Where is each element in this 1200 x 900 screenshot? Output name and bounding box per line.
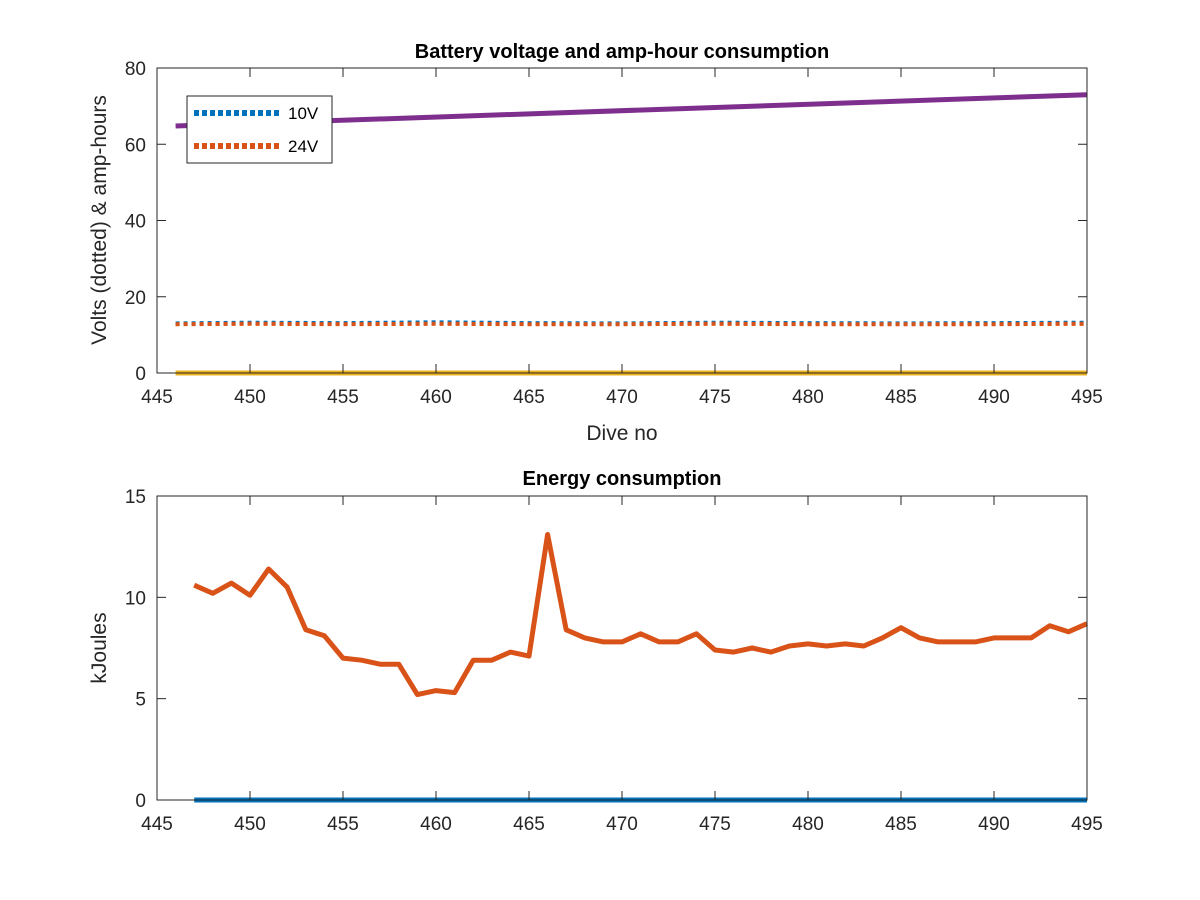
x-tick-label: 480 xyxy=(792,814,824,835)
x-tick-label: 475 xyxy=(699,387,731,408)
voltage-x-axis-label: Dive no xyxy=(586,422,657,445)
x-tick-label: 495 xyxy=(1071,814,1103,835)
x-tick-label: 460 xyxy=(420,387,452,408)
x-tick-label: 485 xyxy=(885,387,917,408)
x-tick-label: 470 xyxy=(606,387,638,408)
x-tick-label: 485 xyxy=(885,814,917,835)
voltage-axes: 445 450 455 460 465 470 475 480 485 490 495 0 20 40 6… xyxy=(88,41,1103,445)
voltage-xticks: 445 450 455 460 465 470 475 480 485 490 495 xyxy=(141,68,1103,408)
energy-axes: 445 450 455 460 465 470 475 480 485 490 495 0 5 10 15… xyxy=(88,468,1103,835)
y-tick-label: 0 xyxy=(135,364,146,385)
voltage-legend: 10V 24V xyxy=(186,95,333,164)
energy-plot-area xyxy=(157,496,1087,800)
x-tick-label: 455 xyxy=(327,387,359,408)
x-tick-label: 495 xyxy=(1071,387,1103,408)
y-tick-label: 5 xyxy=(135,690,146,711)
x-tick-label: 465 xyxy=(513,814,545,835)
y-tick-label: 60 xyxy=(125,135,146,156)
x-tick-label: 450 xyxy=(234,387,266,408)
y-tick-label: 20 xyxy=(125,288,146,309)
y-tick-label: 10 xyxy=(125,588,146,609)
energy-y-axis-label: kJoules xyxy=(88,612,111,683)
x-tick-label: 465 xyxy=(513,387,545,408)
x-tick-label: 460 xyxy=(420,814,452,835)
voltage-chart-title: Battery voltage and amp-hour consumption xyxy=(415,41,829,63)
x-tick-label: 490 xyxy=(978,387,1010,408)
x-tick-label: 445 xyxy=(141,387,173,408)
energy-series-energy-main-line xyxy=(193,532,1088,698)
x-tick-label: 475 xyxy=(699,814,731,835)
y-tick-label: 80 xyxy=(125,59,146,80)
x-tick-label: 445 xyxy=(141,814,173,835)
y-tick-label: 0 xyxy=(135,791,146,812)
x-tick-label: 450 xyxy=(234,814,266,835)
voltage-y-axis-label: Volts (dotted) & amp-hours xyxy=(88,95,111,345)
energy-xticks: 445 450 455 460 465 470 475 480 485 490 495 xyxy=(141,496,1103,835)
voltage-yticks: 0 20 40 60 80 xyxy=(125,59,1087,385)
x-tick-label: 455 xyxy=(327,814,359,835)
x-tick-label: 480 xyxy=(792,387,824,408)
legend-label-10v: 10V xyxy=(288,104,319,123)
x-tick-label: 490 xyxy=(978,814,1010,835)
energy-chart-title: Energy consumption xyxy=(523,468,722,490)
legend-box xyxy=(186,95,333,164)
legend-label-24v: 24V xyxy=(288,137,319,156)
y-tick-label: 40 xyxy=(125,212,146,233)
x-tick-label: 470 xyxy=(606,814,638,835)
energy-yticks: 0 5 10 15 xyxy=(125,487,1087,812)
y-tick-label: 15 xyxy=(125,487,146,508)
